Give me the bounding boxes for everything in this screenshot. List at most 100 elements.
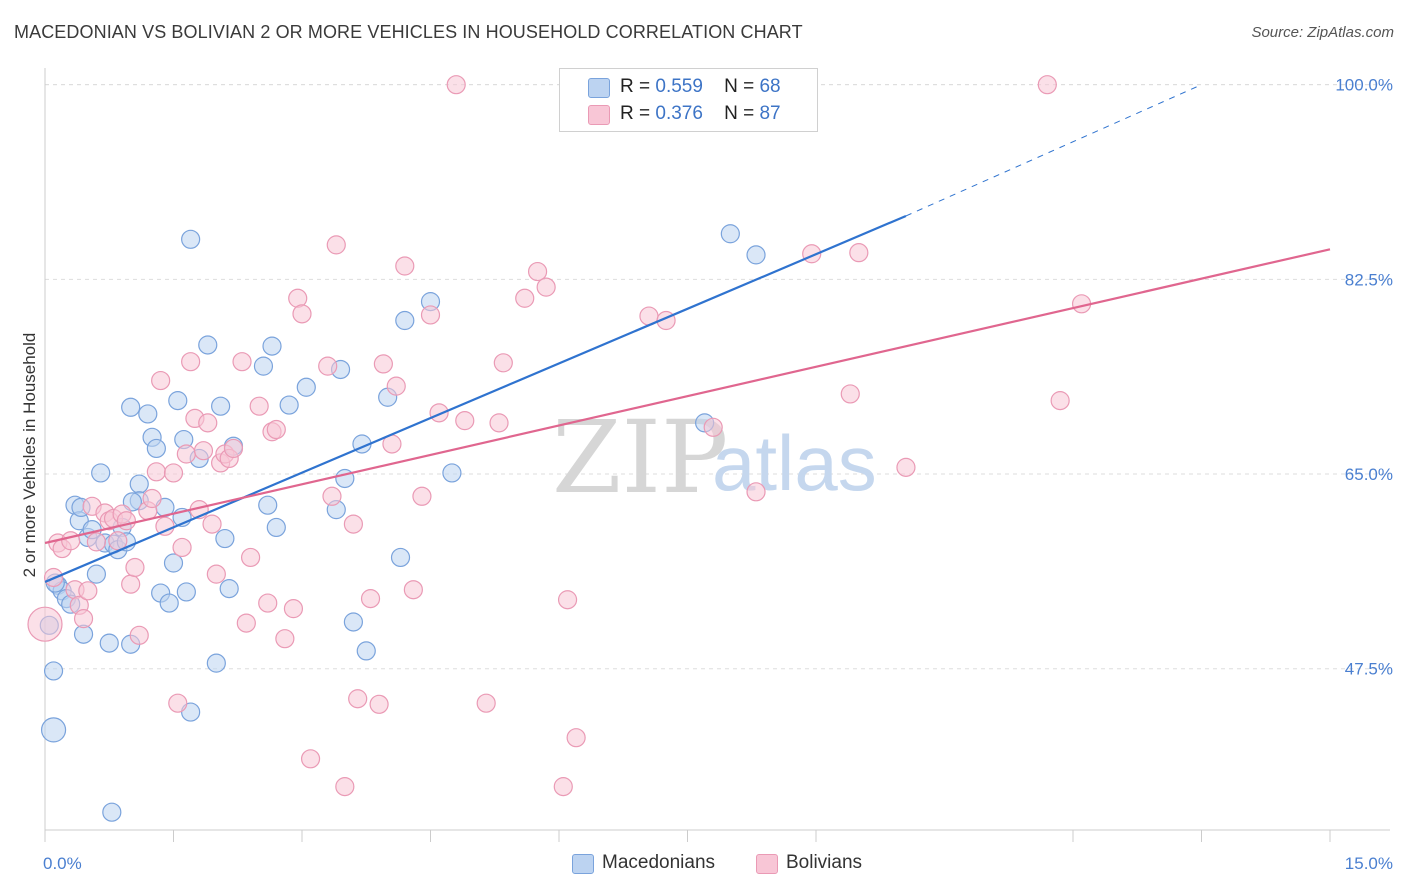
legend-n-label-1: N =	[724, 76, 755, 97]
bolivian-point-51	[300, 749, 321, 769]
bolivian-point-35	[206, 564, 226, 584]
bolivian-point-57	[348, 689, 368, 709]
bolivian-point-86	[896, 457, 916, 477]
bolivian-point-77	[557, 590, 578, 610]
bolivian-point-84	[840, 384, 860, 404]
bolivian-point-39	[223, 438, 244, 459]
legend-n-value-1: 68	[759, 76, 781, 97]
bolivian-point-60	[373, 354, 393, 374]
macedonian-point-11	[86, 564, 107, 584]
bolivian-point-85	[849, 243, 869, 263]
bolivian-swatch	[588, 105, 610, 125]
bolivian-point-53	[322, 486, 342, 506]
macedonian-swatch	[588, 78, 610, 98]
bolivian-point-73	[515, 288, 535, 308]
axes	[44, 68, 1390, 842]
bolivian-point-14	[108, 531, 128, 551]
bolivian-point-64	[403, 580, 423, 600]
legend-r-value-2: 0.376	[655, 103, 703, 124]
macedonian-point-0	[40, 717, 67, 743]
y-axis-label: 2 or more Vehicles in Household	[20, 333, 39, 578]
bolivian-point-4	[61, 531, 81, 551]
trend-lines	[44, 84, 1331, 583]
macedonian-point-23	[138, 404, 158, 424]
chart-title: MACEDONIAN VS BOLIVIAN 2 OR MORE VEHICLE…	[14, 22, 803, 42]
legend-n-value-2: 87	[759, 103, 781, 124]
macedonian-point-14	[99, 633, 119, 653]
legend-n-label-2: N =	[724, 103, 755, 124]
macedonian-point-33	[176, 582, 196, 602]
bolivian-legend-swatch	[756, 854, 778, 874]
macedonian-point-1	[43, 661, 64, 681]
bolivian-points	[27, 75, 1092, 797]
bolivian-point-44	[258, 593, 278, 613]
bolivian-point-87	[1037, 75, 1057, 95]
bolivian-point-46	[266, 419, 286, 440]
bolivian-point-22	[146, 462, 166, 482]
bolivian-point-23	[151, 370, 171, 391]
macedonian-point-66	[102, 802, 122, 822]
macedonian-point-28	[159, 593, 179, 613]
y-tick-label-3: 100.0%	[1335, 76, 1393, 95]
macedonian-legend-label: Macedonians	[602, 852, 716, 873]
bolivian-point-33	[198, 413, 218, 433]
x-tick-label-0: 0.0%	[43, 854, 82, 873]
grid-lines	[45, 84, 1390, 670]
macedonian-point-40	[215, 528, 235, 549]
x-tick-label-1: 15.0%	[1345, 854, 1393, 873]
bolivian-point-27	[172, 537, 192, 558]
legend-r-label-1: R =	[620, 76, 651, 97]
bolivian-point-88	[1050, 391, 1070, 411]
y-tick-label-2: 82.5%	[1345, 270, 1393, 289]
macedonian-point-21	[129, 474, 149, 494]
bolivian-point-21	[142, 488, 162, 509]
bolivian-point-65	[412, 486, 432, 506]
macedonian-point-54	[356, 641, 376, 661]
bolivian-point-16	[116, 511, 136, 531]
watermark: ZIP atlas	[552, 399, 877, 516]
bolivian-point-76	[553, 777, 573, 797]
bolivian-point-29	[181, 352, 201, 372]
bolivian-point-78	[566, 728, 586, 748]
bolivian-point-18	[125, 557, 145, 578]
bolivian-point-74	[527, 261, 548, 282]
bolivian-point-25	[163, 463, 184, 483]
bolivian-point-42	[241, 547, 261, 568]
bolivian-point-28	[176, 444, 196, 464]
macedonian-point-57	[395, 310, 415, 331]
bolivian-trend-line	[44, 248, 1331, 545]
macedonian-point-12	[91, 463, 111, 483]
macedonian-point-45	[262, 336, 282, 356]
bolivian-point-62	[386, 376, 406, 396]
macedonian-point-38	[206, 653, 226, 673]
macedonian-trend-line	[44, 214, 907, 583]
bolivian-point-58	[360, 589, 381, 609]
bolivian-point-41	[236, 613, 256, 633]
macedonian-point-20	[121, 397, 141, 417]
bolivian-point-68	[446, 75, 466, 95]
macedonian-point-46	[266, 517, 286, 538]
bolivian-point-63	[395, 256, 415, 276]
bolivian-point-81	[703, 417, 723, 437]
macedonian-point-39	[211, 396, 231, 416]
bolivian-point-66	[420, 305, 441, 325]
bolivian-point-69	[455, 411, 475, 431]
macedonian-point-61	[720, 224, 740, 244]
macedonian-point-29	[163, 553, 184, 573]
bolivian-point-50	[292, 304, 312, 324]
macedonian-legend-swatch	[572, 854, 594, 874]
macedonian-point-44	[258, 495, 278, 515]
source-label: Source: ZipAtlas.com	[1251, 24, 1394, 41]
bolivian-point-32	[193, 441, 214, 461]
legend-r-label-2: R =	[620, 103, 651, 124]
macedonian-trend-extension	[905, 84, 1202, 217]
watermark-atlas: atlas	[712, 419, 877, 507]
bolivian-legend-label: Bolivians	[786, 852, 863, 873]
correlation-legend: R = 0.559 N = 68 R = 0.376 N = 87	[559, 68, 818, 132]
macedonian-point-52	[343, 612, 363, 632]
bolivian-point-52	[318, 356, 338, 376]
bolivian-point-82	[746, 482, 766, 502]
macedonian-point-37	[198, 335, 218, 355]
macedonian-point-59	[442, 463, 462, 483]
